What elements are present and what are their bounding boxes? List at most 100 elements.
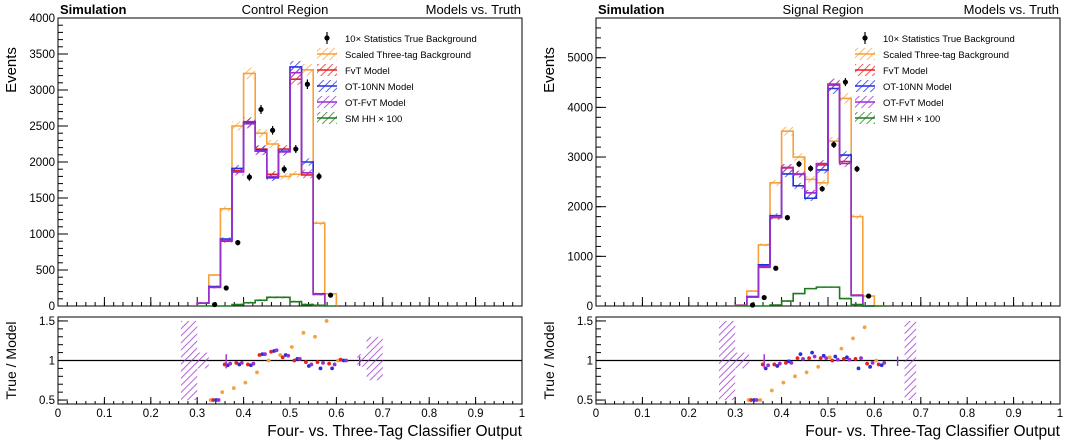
x-tick-label: 0.3: [727, 408, 743, 420]
ratio-point-three: [839, 346, 844, 351]
uncertainty-band-hh: [781, 300, 794, 302]
ratio-point-three: [243, 380, 248, 385]
ratio-y-tick-label: 0.5: [39, 395, 55, 407]
legend-label-truth: 10× Statistics True Background: [345, 34, 477, 45]
uncertainty-band-ot10: [232, 165, 244, 172]
ratio-point-three: [220, 390, 225, 395]
ratio-uncertainty-band: [735, 352, 750, 369]
ratio-point-fvt: [865, 361, 869, 366]
ratio-point-three: [301, 330, 306, 335]
ratio-point-ot10: [856, 366, 861, 371]
x-axis-label: Four- vs. Three-Tag Classifier Output: [805, 423, 1060, 440]
x-tick-label: 0.2: [143, 408, 159, 420]
x-tick-label: 1: [519, 408, 525, 420]
ratio-point-three: [827, 355, 832, 360]
y-tick-label: 0: [49, 301, 55, 313]
y-tick-label: 3000: [567, 152, 593, 164]
y-tick-label: 3500: [29, 49, 55, 61]
uncertainty-band-hh: [232, 303, 244, 306]
ratio-point-three: [266, 358, 271, 363]
uncertainty-band-otfvt: [746, 296, 759, 298]
ratio-point-fvt: [795, 356, 800, 361]
ratio-point-otfvt: [754, 398, 759, 402]
uncertainty-band-hh: [839, 297, 852, 300]
uncertainty-band-three: [804, 176, 817, 183]
y-tick-label: 500: [36, 265, 55, 277]
ratio-point-otfvt: [286, 353, 291, 358]
truth-point: [281, 166, 287, 172]
y-tick-label: 5000: [567, 53, 593, 65]
uncertainty-band-otfvt: [758, 265, 770, 268]
truth-point: [328, 292, 334, 298]
uncertainty-band-hh: [278, 296, 290, 299]
histogram-ot10: [196, 66, 326, 306]
uncertainty-band-otfvt: [793, 171, 805, 178]
ratio-point-three: [781, 380, 786, 385]
ratio-point-fvt: [772, 362, 777, 367]
ratio-y-tick-label: 1: [49, 356, 55, 368]
uncertainty-band-otfvt: [781, 163, 794, 171]
ratio-point-fvt: [246, 362, 250, 367]
ratio-point-fvt: [327, 361, 331, 366]
header-models-vs-truth: Models vs. Truth: [426, 2, 521, 17]
ratio-point-three: [278, 353, 283, 357]
uncertainty-band-three: [839, 93, 852, 104]
x-tick-label: 0: [55, 408, 61, 420]
truth-point: [854, 166, 860, 172]
uncertainty-band-hh: [770, 304, 782, 306]
uncertainty-band-hh: [313, 304, 325, 306]
x-tick-label: 0.4: [774, 408, 791, 420]
ratio-point-ot10: [879, 363, 884, 368]
uncertainty-band-three: [770, 179, 782, 186]
x-tick-label: 0.8: [421, 408, 437, 420]
ratio-point-ot10: [798, 352, 803, 357]
histogram-three: [196, 69, 338, 306]
x-tick-label: 0.5: [820, 408, 836, 420]
uncertainty-band-hh: [793, 292, 805, 295]
ratio-point-otfvt: [263, 352, 267, 357]
ratio-point-otfvt: [251, 361, 256, 366]
ratio-point-fvt: [818, 356, 823, 361]
x-tick-label: 0: [593, 408, 599, 420]
ratio-point-otfvt: [882, 360, 887, 365]
ratio-y-tick-label: 1: [587, 356, 593, 368]
legend-marker-truth-dot: [862, 35, 868, 41]
uncertainty-band-hh: [255, 299, 267, 302]
uncertainty-band-hh: [243, 301, 256, 304]
truth-point: [819, 186, 825, 192]
legend-label-hh: SM HH × 100: [883, 114, 940, 125]
uncertainty-band-three: [220, 206, 232, 212]
uncertainty-band-three: [793, 153, 805, 161]
ratio-point-otfvt: [812, 354, 817, 359]
ratio-point-three: [769, 388, 774, 393]
ratio-point-otfvt: [309, 362, 314, 367]
uncertainty-band-three: [313, 221, 325, 226]
truth-point: [235, 240, 241, 246]
uncertainty-band-three: [758, 243, 770, 247]
ratio-point-fvt: [315, 360, 320, 364]
x-tick-label: 1: [1057, 408, 1063, 420]
ratio-point-ot10: [775, 364, 780, 368]
ratio-point-fvt: [280, 355, 285, 360]
x-tick-label: 0.6: [866, 408, 882, 420]
truth-point: [842, 79, 849, 85]
uncertainty-band-otfvt: [301, 169, 314, 177]
uncertainty-band-otfvt: [828, 78, 840, 90]
ratio-point-otfvt: [274, 348, 279, 353]
ratio-point-fvt: [211, 398, 216, 402]
ratio-point-fvt: [853, 357, 858, 361]
y-tick-label: 2000: [29, 157, 55, 169]
legend-label-hh: SM HH × 100: [345, 114, 402, 125]
ratio-point-fvt: [876, 362, 881, 367]
uncertainty-band-three: [255, 128, 267, 138]
header-models-vs-truth: Models vs. Truth: [964, 2, 1059, 17]
x-tick-label: 0.7: [375, 408, 391, 420]
header-simulation: Simulation: [598, 2, 665, 17]
ratio-y-tick-label: 1.5: [577, 316, 593, 328]
uncertainty-band-otfvt: [220, 238, 232, 243]
uncertainty-band-otfvt: [232, 168, 244, 176]
ratio-point-ot10: [330, 366, 334, 371]
uncertainty-band-otfvt: [313, 293, 325, 296]
uncertainty-band-otfvt: [243, 119, 256, 129]
y-tick-label: 2000: [567, 202, 593, 214]
